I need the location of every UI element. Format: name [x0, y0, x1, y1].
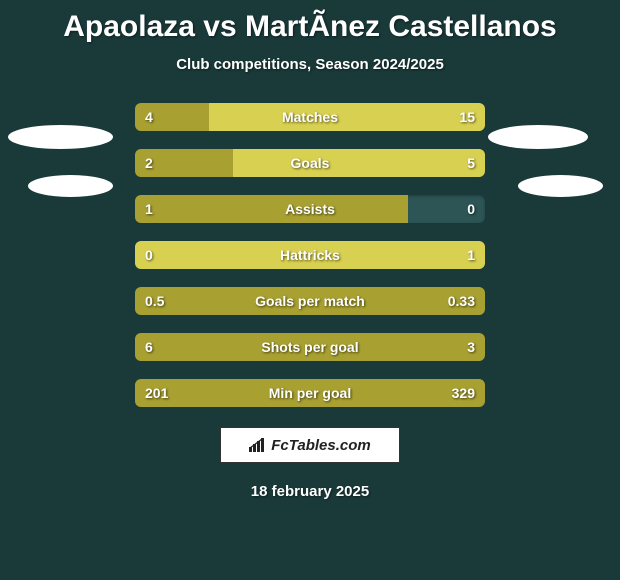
stat-value-right: 5	[467, 149, 475, 177]
stat-label: Matches	[135, 103, 485, 131]
stat-value-right: 15	[459, 103, 475, 131]
fctables-logo: FcTables.com	[220, 427, 400, 463]
stat-value-right: 0.33	[448, 287, 475, 315]
stat-label: Hattricks	[135, 241, 485, 269]
stat-value-right: 3	[467, 333, 475, 361]
stat-row: Matches4 15	[135, 103, 485, 131]
chart-icon	[249, 438, 267, 452]
stat-label: Goals	[135, 149, 485, 177]
stat-value-left: 1	[145, 195, 153, 223]
stat-value-left: 6	[145, 333, 153, 361]
logo-text: FcTables.com	[271, 437, 370, 454]
player-badge-ellipse	[28, 175, 113, 197]
stat-row: Goals per match0.5 0.33	[135, 287, 485, 315]
player-badge-ellipse	[8, 125, 113, 149]
stat-label: Assists	[135, 195, 485, 223]
stat-row: Min per goal201 329	[135, 379, 485, 407]
player-badge-ellipse	[488, 125, 588, 149]
stat-label: Min per goal	[135, 379, 485, 407]
stat-value-left: 4	[145, 103, 153, 131]
comparison-date: 18 february 2025	[0, 483, 620, 500]
stat-row: Shots per goal6 3	[135, 333, 485, 361]
stat-value-left: 201	[145, 379, 168, 407]
stat-value-left: 0	[145, 241, 153, 269]
stat-label: Goals per match	[135, 287, 485, 315]
season-subtitle: Club competitions, Season 2024/2025	[0, 56, 620, 73]
stats-bars: Matches415Goals25Assists10Hattricks01Goa…	[135, 103, 485, 407]
stat-value-right: 0	[467, 195, 475, 223]
stat-row: Goals2 5	[135, 149, 485, 177]
stat-row: Assists1 0	[135, 195, 485, 223]
comparison-title: Apaolaza vs MartÃ­nez Castellanos	[0, 0, 620, 44]
stat-value-left: 0.5	[145, 287, 164, 315]
stat-row: Hattricks0 1	[135, 241, 485, 269]
player-badge-ellipse	[518, 175, 603, 197]
stat-label: Shots per goal	[135, 333, 485, 361]
stat-value-right: 1	[467, 241, 475, 269]
stat-value-left: 2	[145, 149, 153, 177]
stat-value-right: 329	[452, 379, 475, 407]
